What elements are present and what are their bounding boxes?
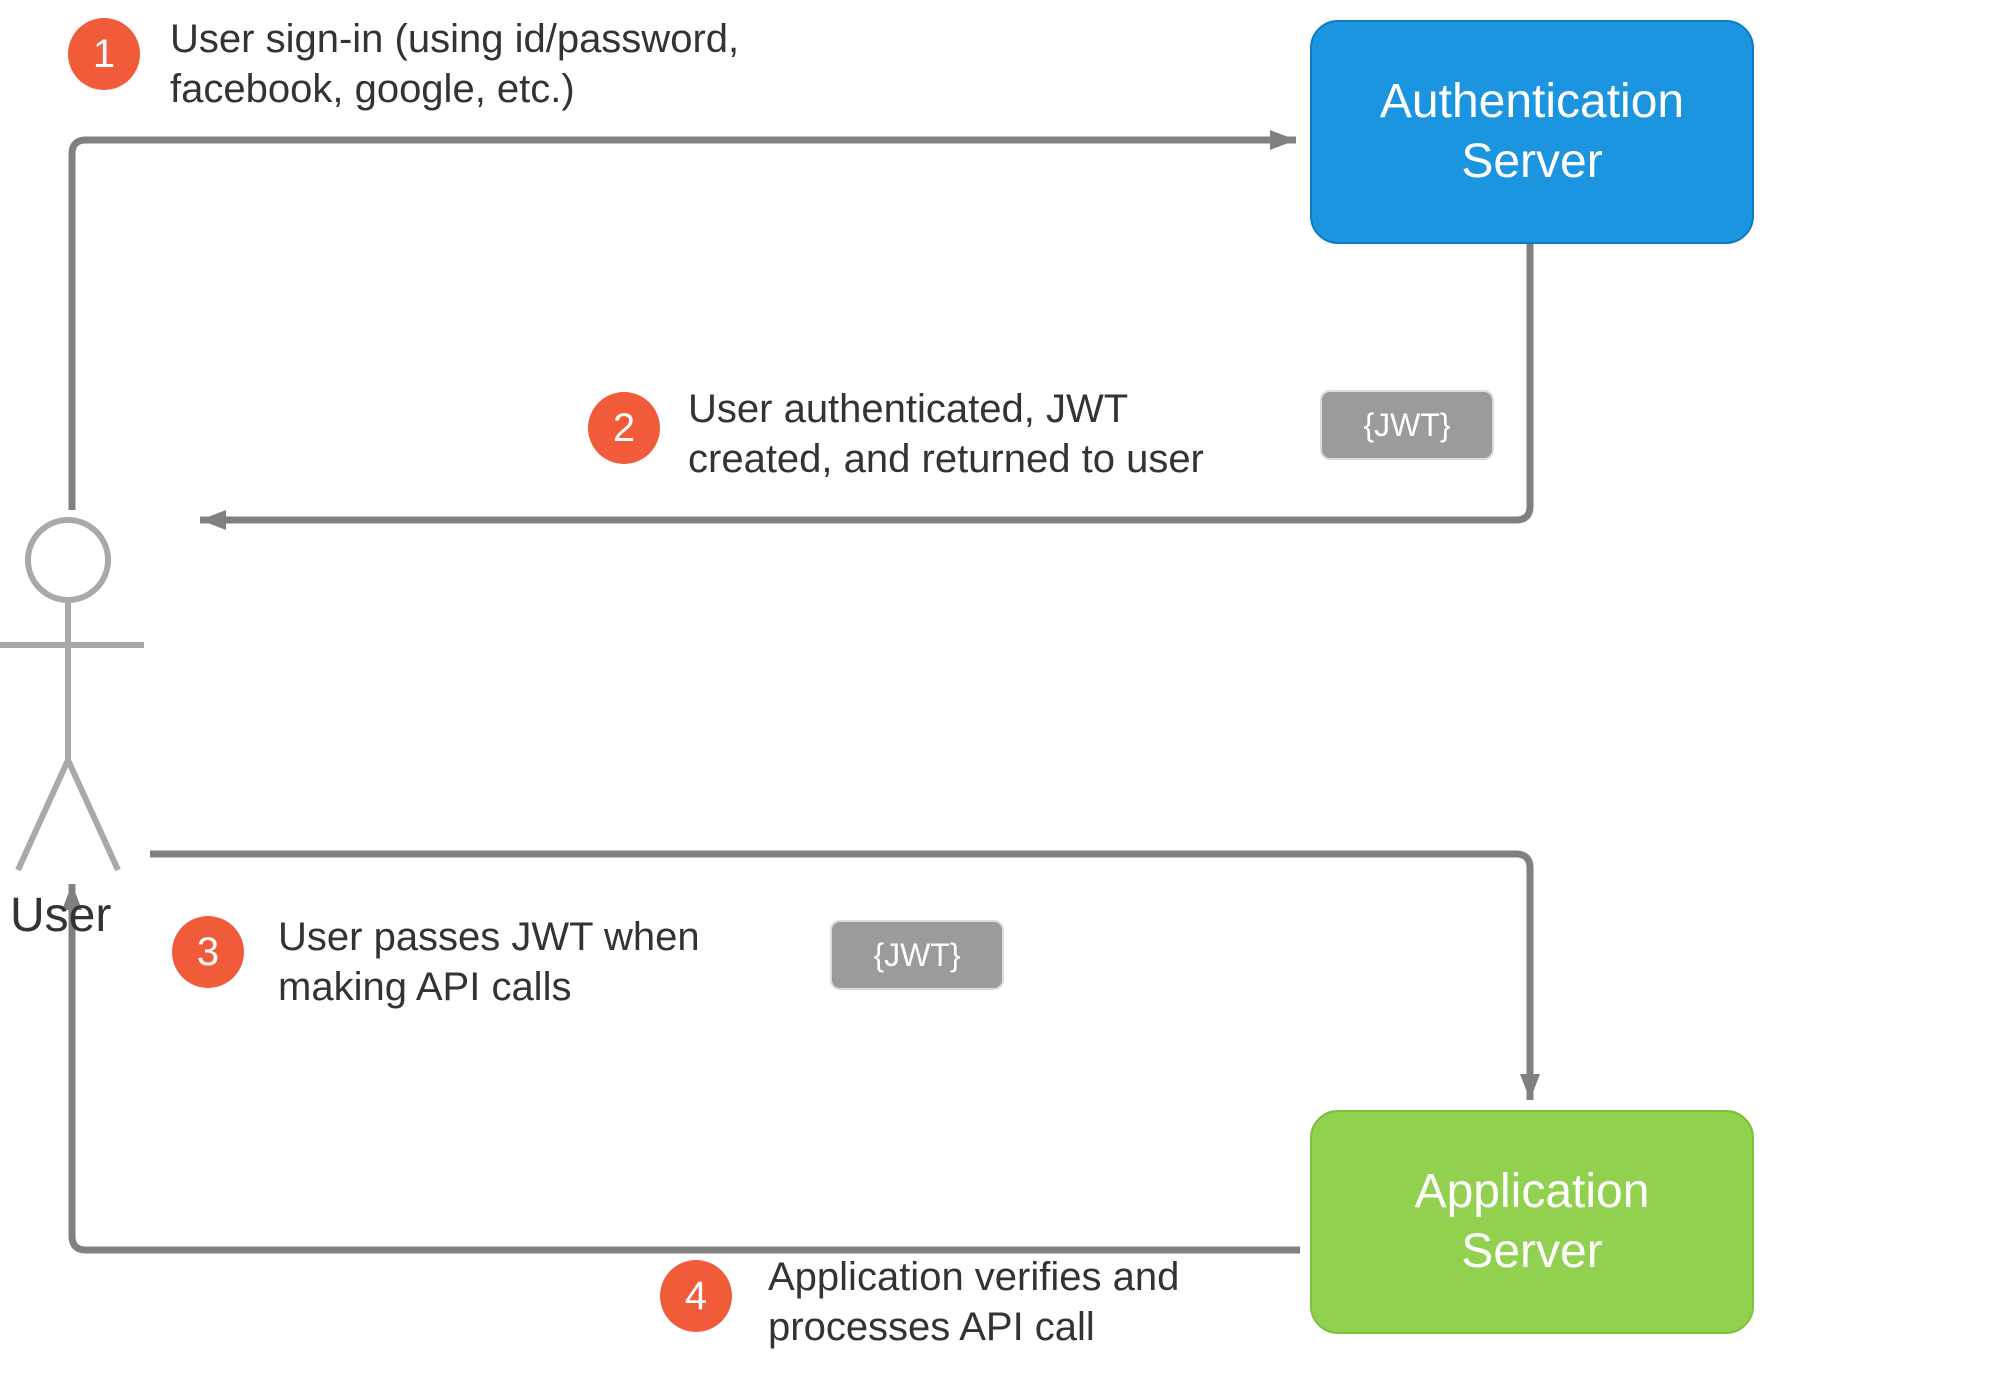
jwt-chip: {JWT}	[1320, 390, 1494, 460]
authentication-server-node: AuthenticationServer	[1310, 20, 1754, 244]
step-number: 2	[613, 406, 635, 451]
step-number: 4	[685, 1274, 707, 1319]
application-server-label: ApplicationServer	[1415, 1162, 1650, 1282]
jwt-chip-label: {JWT}	[1363, 407, 1450, 444]
step-badge-2: 2	[588, 392, 660, 464]
step-badge-1: 1	[68, 18, 140, 90]
step-badge-4: 4	[660, 1260, 732, 1332]
step-label-2: User authenticated, JWTcreated, and retu…	[688, 384, 1308, 484]
authentication-server-label: AuthenticationServer	[1380, 72, 1684, 192]
user-label: User	[10, 888, 111, 943]
jwt-chip: {JWT}	[830, 920, 1004, 990]
jwt-chip-label: {JWT}	[873, 937, 960, 974]
step-number: 3	[197, 930, 219, 975]
step-label-4: Application verifies andprocesses API ca…	[768, 1252, 1308, 1352]
step-number: 1	[93, 32, 115, 77]
diagram-canvas: AuthenticationServer ApplicationServer {…	[0, 0, 2000, 1375]
step-label-1: User sign-in (using id/password,facebook…	[170, 14, 890, 114]
application-server-node: ApplicationServer	[1310, 1110, 1754, 1334]
step-badge-3: 3	[172, 916, 244, 988]
step-label-3: User passes JWT whenmaking API calls	[278, 912, 818, 1012]
